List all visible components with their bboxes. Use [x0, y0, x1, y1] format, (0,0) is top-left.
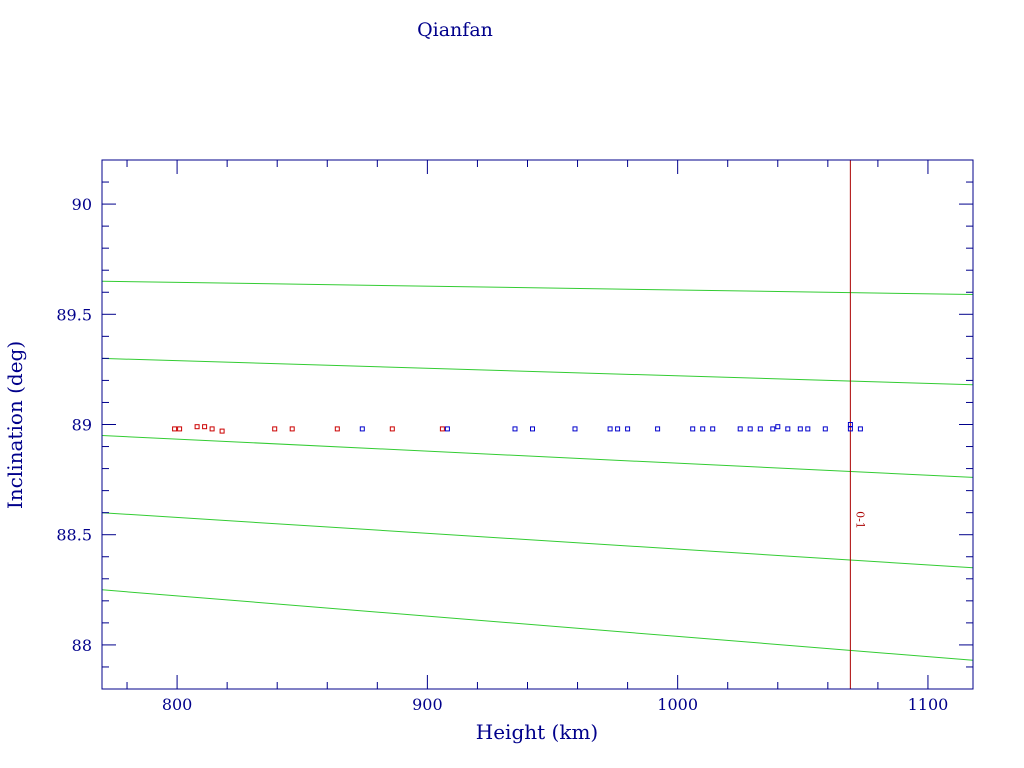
data-point-s2-8 — [625, 426, 631, 432]
y-tick-label: 89 — [72, 416, 92, 435]
data-point-s2-5 — [572, 426, 578, 432]
chart-title: Qianfan — [417, 19, 493, 41]
reference-curve-2 — [101, 357, 974, 386]
reference-curve-5 — [101, 589, 974, 661]
data-point-s1-5 — [209, 426, 215, 432]
data-point-s1-9 — [334, 426, 340, 432]
data-point-s2-11 — [700, 426, 706, 432]
data-point-s2-1 — [359, 426, 365, 432]
x-tick-labels: 800 900 1000 1100 — [162, 695, 948, 714]
data-point-s2-23 — [847, 422, 853, 427]
data-point-s2-18 — [785, 426, 791, 432]
x-tick-label: 1000 — [657, 695, 698, 714]
reference-curves — [101, 280, 974, 661]
y-tick-label: 88 — [72, 636, 92, 655]
data-point-s1-10 — [389, 426, 395, 432]
data-point-s2-13 — [737, 426, 743, 432]
data-point-s2-20 — [805, 426, 811, 432]
data-point-s2-7 — [615, 426, 621, 432]
data-point-s2-4 — [530, 426, 535, 432]
data-point-s2-3 — [512, 426, 518, 432]
reference-curve-4 — [101, 512, 974, 569]
x-tick-label: 900 — [412, 695, 443, 714]
data-point-s2-2 — [444, 426, 450, 432]
y-tick-label: 90 — [72, 195, 92, 214]
data-points — [172, 422, 863, 434]
data-point-s2-12 — [710, 426, 716, 432]
data-point-s1-4 — [202, 424, 208, 430]
x-axis-label: Height (km) — [476, 720, 598, 744]
x-tick-label: 1100 — [908, 695, 949, 714]
data-point-s2-19 — [797, 426, 803, 432]
data-point-s2-16 — [770, 426, 776, 432]
data-point-s1-6 — [219, 428, 225, 434]
reference-curve-3 — [101, 435, 974, 478]
data-point-s1-1 — [172, 426, 178, 432]
data-point-s2-15 — [757, 426, 763, 432]
plot-frame — [101, 159, 974, 690]
data-point-s2-14 — [747, 426, 753, 432]
vertical-marker: 0-1 — [849, 160, 866, 689]
data-point-s2-24 — [857, 426, 863, 432]
y-axis-label: Inclination (deg) — [3, 341, 27, 509]
axis-ticks — [102, 159, 973, 690]
data-point-s2-21 — [822, 426, 828, 432]
data-point-s1-2 — [177, 426, 183, 432]
y-tick-labels: 88 88.5 89 89.5 90 — [56, 195, 92, 655]
data-point-s1-11 — [439, 426, 445, 432]
data-point-s2-6 — [607, 426, 613, 432]
y-tick-label: 89.5 — [56, 305, 92, 324]
data-point-s1-7 — [272, 426, 278, 432]
x-tick-label: 800 — [162, 695, 193, 714]
data-point-s2-9 — [655, 426, 661, 432]
reference-curve-1 — [101, 280, 974, 295]
data-point-s1-8 — [289, 426, 295, 432]
vertical-marker-label: 0-1 — [853, 511, 866, 529]
data-point-s1-3 — [194, 424, 200, 430]
data-point-s2-10 — [690, 426, 696, 432]
y-tick-label: 88.5 — [56, 526, 92, 545]
data-point-s2-17 — [775, 424, 781, 430]
